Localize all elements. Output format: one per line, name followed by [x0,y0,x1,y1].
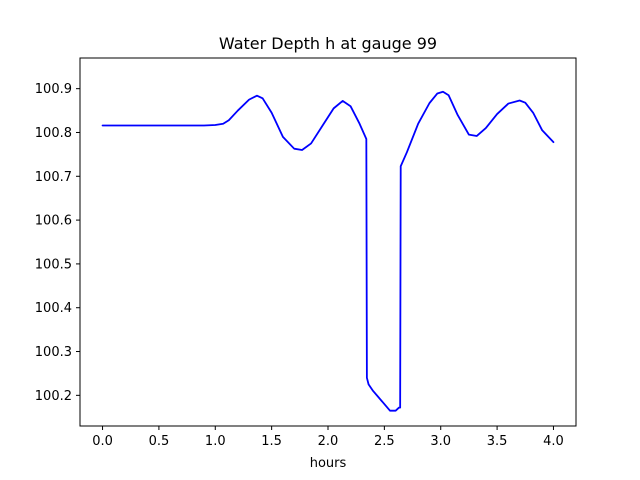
y-tick-label: 100.7 [35,170,72,185]
x-tick-label: 1.5 [261,434,282,449]
chart-title: Water Depth h at gauge 99 [219,34,437,53]
x-tick-label: 2.5 [374,434,395,449]
y-tick-label: 100.6 [35,214,72,229]
x-tick-label: 0.0 [92,434,113,449]
y-tick-label: 100.9 [35,82,72,97]
y-tick-label: 100.3 [35,345,72,360]
x-tick-label: 4.0 [543,434,564,449]
x-tick-label: 1.0 [205,434,226,449]
x-tick-label: 2.0 [318,434,339,449]
x-tick-label: 3.0 [430,434,451,449]
series-line-0 [101,90,555,412]
plot-area: 0.0 0.5 1.0 1.5 2.0 2.5 3.0 3.5 4.0 100.2 100.3 100… [35,57,577,449]
x-tick-label: 3.5 [487,434,508,449]
y-tick-label: 100.8 [35,126,72,141]
y-tick-label: 100.5 [35,257,72,272]
x-tick-label: 0.5 [149,434,170,449]
y-tick-label: 100.2 [35,389,72,404]
y-tick-label: 100.4 [35,301,72,316]
x-axis-label: hours [310,456,347,471]
